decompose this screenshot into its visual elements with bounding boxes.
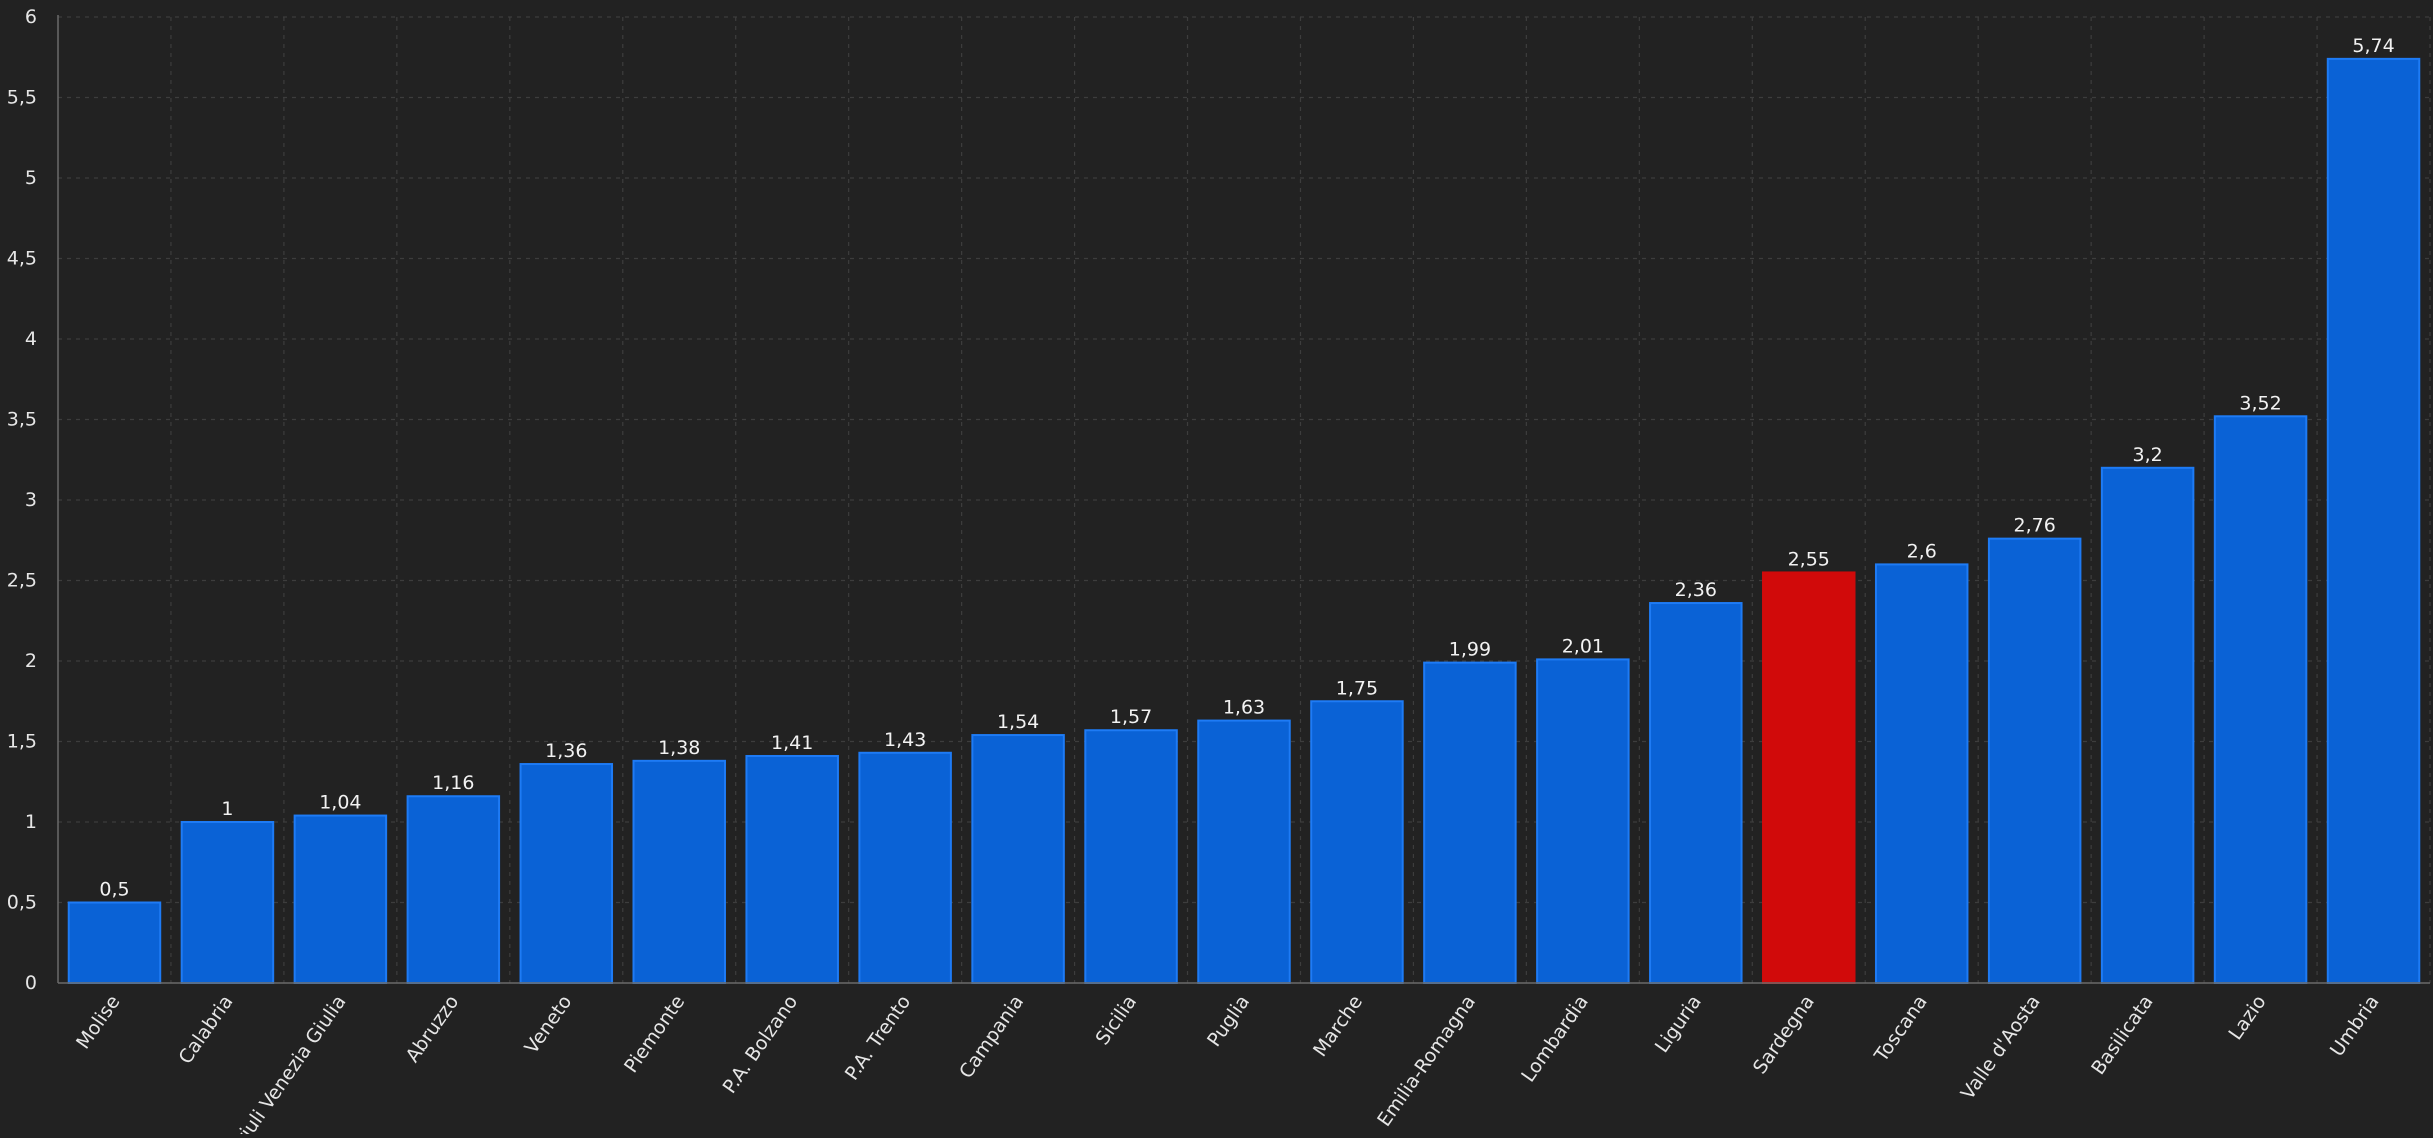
y-tick-label: 0,5 (7, 892, 37, 914)
bar-liguria[interactable] (1649, 602, 1743, 984)
bar-sicilia[interactable] (1084, 729, 1178, 984)
y-tick-label: 5,5 (7, 87, 37, 109)
grid (58, 16, 2431, 983)
x-tick-label-molise: Molise (72, 991, 125, 1053)
x-tick-label-calabria: Calabria (174, 991, 237, 1068)
bars (67, 57, 2421, 985)
x-tick-label-toscana: Toscana (1870, 991, 1932, 1066)
x-tick-label-piemonte: Piemonte (620, 991, 689, 1077)
data-label-umbria: 5,74 (2352, 35, 2394, 57)
x-tick-label-liguria: Liguria (1651, 991, 1706, 1057)
bar-abruzzo[interactable] (406, 795, 501, 984)
data-label-lombardia: 2,01 (1562, 635, 1604, 657)
y-tick-label: 5 (25, 167, 37, 189)
y-tick-label: 2 (25, 650, 37, 672)
x-tick-label-valle-d-aosta: Valle d'Aosta (1957, 991, 2045, 1104)
x-tick-label-campania: Campania (955, 991, 1028, 1082)
data-label-lazio: 3,52 (2239, 392, 2281, 414)
data-label-calabria: 1 (221, 798, 233, 820)
bar-campania[interactable] (971, 734, 1065, 984)
x-tick-label-sicilia: Sicilia (1091, 991, 1141, 1049)
y-tick-label: 6 (25, 6, 37, 28)
x-tick-label-veneto: Veneto (520, 991, 576, 1058)
y-tick-label: 2,5 (7, 570, 37, 592)
data-label-basilicata: 3,2 (2133, 444, 2163, 466)
bar-lazio[interactable] (2213, 415, 2308, 984)
bar-lombardia[interactable] (1536, 658, 1630, 984)
data-label-veneto: 1,36 (545, 740, 587, 762)
x-tick-label-p-a-trento: P.A. Trento (841, 991, 915, 1084)
data-label-piemonte: 1,38 (658, 737, 700, 759)
y-tick-label: 4,5 (7, 248, 37, 270)
data-label-molise: 0,5 (99, 879, 129, 901)
y-tick-label: 1,5 (7, 731, 37, 753)
data-label-sardegna: 2,55 (1788, 548, 1830, 570)
data-label-friuli-venezia-giulia: 1,04 (319, 792, 361, 814)
axes (57, 15, 2430, 984)
x-tick-label-friuli-venezia-giulia: Friuli Venezia Giulia (226, 991, 350, 1134)
data-labels: 0,5 1 1,04 1,16 1,36 1,38 1,41 1,43 1,54 1,57 1,63… (99, 35, 2394, 901)
x-tick-label-marche: Marche (1309, 991, 1367, 1061)
x-tick-label-sardegna: Sardegna (1749, 991, 1819, 1078)
data-label-emilia-romagna: 1,99 (1449, 639, 1491, 661)
data-label-liguria: 2,36 (1675, 579, 1717, 601)
y-tick-label: 3,5 (7, 409, 37, 431)
bar-sardegna[interactable] (1762, 571, 1856, 984)
y-tick-label: 3 (25, 489, 37, 511)
data-label-marche: 1,75 (1336, 677, 1378, 699)
y-tick-label: 0 (25, 972, 37, 994)
data-label-sicilia: 1,57 (1110, 706, 1152, 728)
bar-p-a-bolzano[interactable] (745, 754, 839, 984)
x-tick-label-umbria: Umbria (2326, 991, 2384, 1060)
bar-basilicata[interactable] (2100, 466, 2195, 984)
bar-emilia-romagna[interactable] (1423, 661, 1517, 984)
data-label-p-a-bolzano: 1,41 (771, 732, 813, 754)
bar-umbria[interactable] (2326, 57, 2421, 985)
x-tick-label-p-a-bolzano: P.A. Bolzano (719, 991, 803, 1097)
x-tick-label-puglia: Puglia (1203, 991, 1254, 1051)
x-tick-label-lombardia: Lombardia (1517, 991, 1593, 1086)
y-axis-ticks: 0 0,5 1 1,5 2 2,5 3 3,5 4 4,5 5 5,5 6 (7, 6, 37, 994)
bar-p-a-trento[interactable] (858, 751, 952, 985)
x-tick-label-lazio: Lazio (2224, 991, 2270, 1044)
y-tick-label: 1 (25, 811, 37, 833)
data-label-valle-d-aosta: 2,76 (2014, 515, 2056, 537)
x-tick-label-emilia-romagna: Emilia-Romagna (1373, 991, 1480, 1130)
data-label-puglia: 1,63 (1223, 697, 1265, 719)
bar-calabria[interactable] (180, 821, 275, 984)
x-tick-label-basilicata: Basilicata (2087, 991, 2158, 1079)
bar-veneto[interactable] (519, 763, 614, 984)
bar-puglia[interactable] (1197, 719, 1291, 984)
data-label-toscana: 2,6 (1907, 540, 1937, 562)
y-tick-label: 4 (25, 328, 37, 350)
data-label-p-a-trento: 1,43 (884, 729, 926, 751)
bar-valle-d-aosta[interactable] (1987, 537, 2082, 984)
bar-toscana[interactable] (1874, 563, 1969, 985)
bar-molise[interactable] (67, 901, 162, 984)
data-label-abruzzo: 1,16 (432, 772, 474, 794)
bar-friuli-venezia-giulia[interactable] (293, 814, 388, 984)
data-label-campania: 1,54 (997, 711, 1039, 733)
x-tick-label-abruzzo: Abruzzo (402, 991, 464, 1066)
bar-piemonte[interactable] (632, 759, 726, 984)
bar-marche[interactable] (1310, 700, 1404, 984)
